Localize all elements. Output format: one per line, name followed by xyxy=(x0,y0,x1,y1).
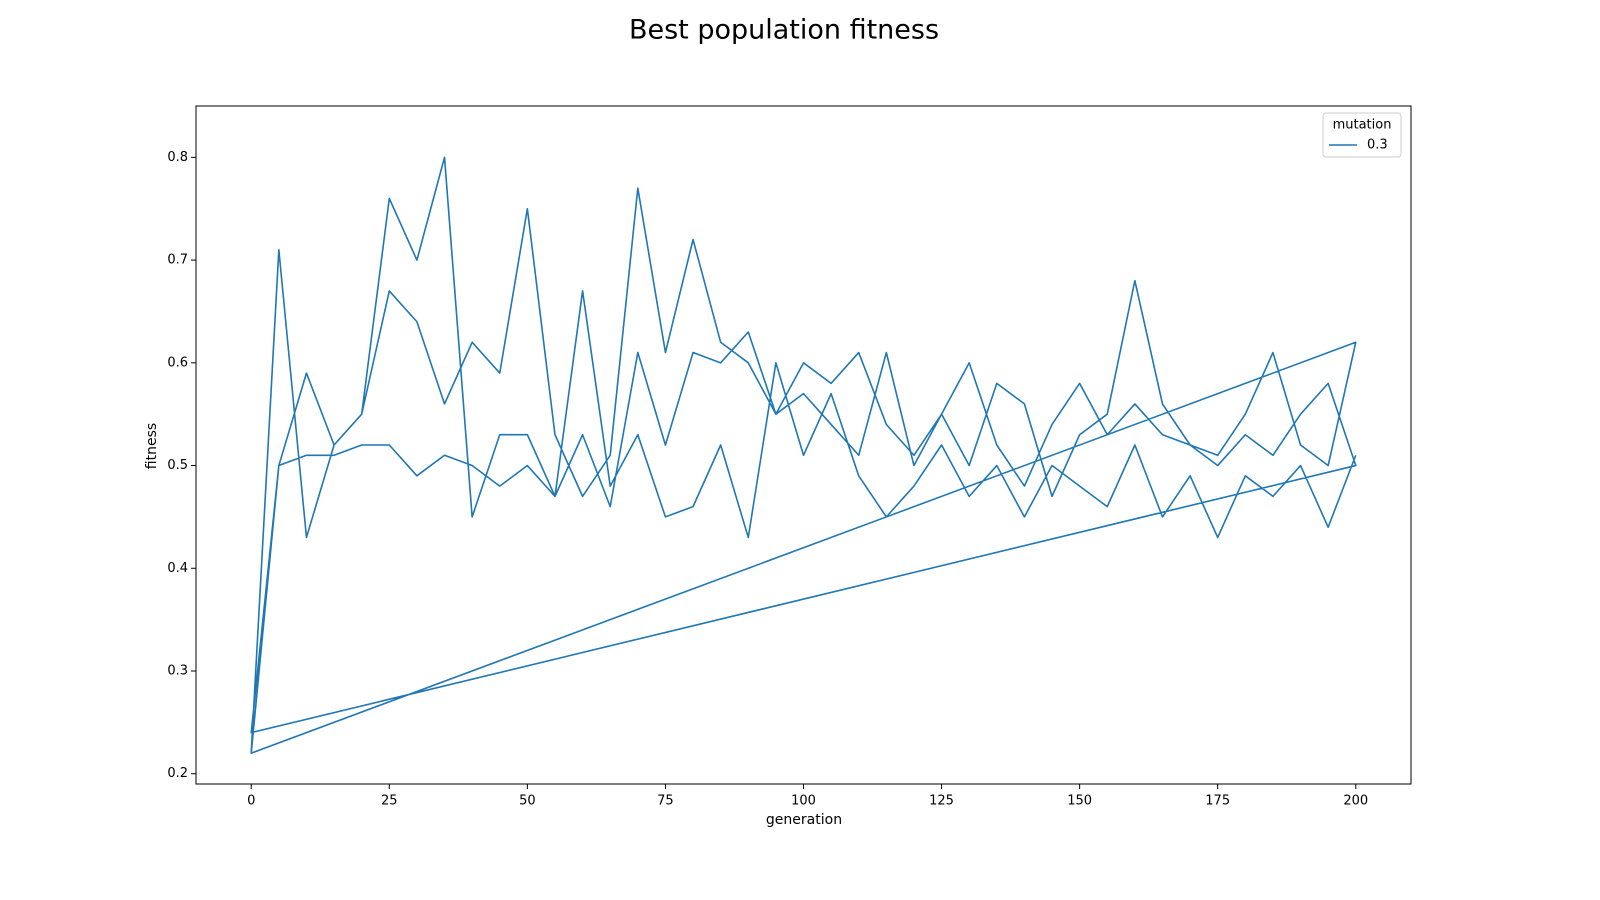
y-tick-label: 0.4 xyxy=(167,561,188,576)
x-tick-label: 200 xyxy=(1343,794,1368,809)
chart-title: Best population fitness xyxy=(629,15,939,46)
y-tick-label: 0.2 xyxy=(167,766,188,781)
line-series xyxy=(250,156,1357,754)
y-tick-label: 0.7 xyxy=(167,253,188,268)
x-tick-label: 25 xyxy=(381,794,398,809)
x-tick-label: 0 xyxy=(247,794,255,809)
legend-label: 0.3 xyxy=(1367,138,1388,153)
x-axis-label: generation xyxy=(766,812,842,828)
y-tick-label: 0.5 xyxy=(167,458,188,473)
y-tick-label: 0.8 xyxy=(167,150,188,165)
y-axis-label: fitness xyxy=(144,423,160,469)
legend-title: mutation xyxy=(1333,118,1392,133)
y-tick-label: 0.6 xyxy=(167,355,188,370)
x-tick-label: 50 xyxy=(519,794,536,809)
x-tick-label: 175 xyxy=(1205,794,1230,809)
legend-box xyxy=(1322,112,1402,158)
y-tick-label: 0.3 xyxy=(167,664,188,679)
plot-frame xyxy=(195,105,1412,785)
x-tick-label: 100 xyxy=(791,794,816,809)
x-tick-label: 75 xyxy=(657,794,674,809)
x-tick-label: 125 xyxy=(929,794,954,809)
x-tick-label: 150 xyxy=(1067,794,1092,809)
